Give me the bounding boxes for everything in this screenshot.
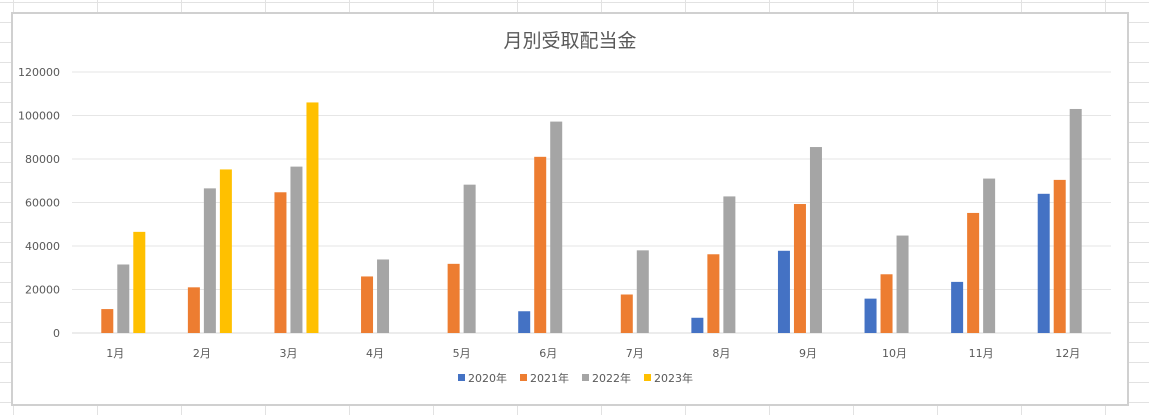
bar-2022年-10月[interactable] — [896, 235, 909, 333]
bar-2021年-5月[interactable] — [447, 263, 460, 333]
bar-2020年-11月[interactable] — [951, 281, 964, 333]
bar-2022年-7月[interactable] — [636, 250, 649, 333]
legend-swatch — [582, 374, 589, 381]
legend-label: 2023年 — [654, 371, 693, 385]
bar-2022年-8月[interactable] — [723, 196, 736, 333]
chart-title: 月別受取配当金 — [503, 30, 636, 52]
bar-2022年-5月[interactable] — [463, 184, 476, 333]
legend-swatch — [644, 374, 651, 381]
legend-label: 2021年 — [530, 371, 569, 385]
bar-2020年-9月[interactable] — [777, 250, 790, 333]
bar-2021年-6月[interactable] — [534, 156, 547, 333]
y-tick-label: 20000 — [25, 284, 60, 297]
bar-2022年-11月[interactable] — [983, 178, 996, 333]
bar-2021年-12月[interactable] — [1053, 179, 1066, 333]
bar-2020年-12月[interactable] — [1037, 193, 1050, 333]
bar-2022年-6月[interactable] — [550, 121, 563, 333]
x-tick-label: 1月 — [106, 347, 124, 360]
bar-2020年-10月[interactable] — [864, 298, 877, 333]
legend-swatch — [520, 374, 527, 381]
bar-2021年-4月[interactable] — [361, 276, 374, 333]
x-tick-label: 9月 — [799, 347, 817, 360]
bar-2022年-3月[interactable] — [290, 166, 303, 333]
x-tick-label: 2月 — [193, 347, 211, 360]
y-tick-label: 0 — [53, 327, 60, 340]
bar-2022年-9月[interactable] — [809, 147, 822, 333]
bar-2023年-2月[interactable] — [219, 169, 232, 333]
bar-2021年-7月[interactable] — [620, 294, 633, 333]
bar-2021年-10月[interactable] — [880, 274, 893, 333]
x-tick-label: 8月 — [712, 347, 730, 360]
y-tick-label: 60000 — [25, 197, 60, 210]
bar-2021年-8月[interactable] — [707, 254, 720, 333]
bar-2021年-2月[interactable] — [187, 287, 200, 333]
bar-2023年-3月[interactable] — [306, 102, 319, 333]
x-tick-label: 5月 — [453, 347, 471, 360]
legend-label: 2020年 — [468, 371, 507, 385]
x-tick-label: 7月 — [626, 347, 644, 360]
bar-2023年-1月[interactable] — [133, 231, 146, 333]
bar-2021年-9月[interactable] — [793, 204, 806, 333]
x-tick-label: 12月 — [1055, 347, 1080, 360]
bar-2021年-1月[interactable] — [101, 309, 114, 333]
y-tick-label: 80000 — [25, 153, 60, 166]
legend-swatch — [458, 374, 465, 381]
bar-2022年-1月[interactable] — [117, 264, 130, 333]
x-tick-label: 6月 — [539, 347, 557, 360]
bar-2022年-2月[interactable] — [203, 188, 216, 333]
bar-2022年-4月[interactable] — [377, 259, 390, 333]
x-tick-label: 11月 — [969, 347, 994, 360]
bar-2022年-12月[interactable] — [1069, 108, 1082, 333]
chart-container[interactable] — [11, 12, 1129, 406]
y-tick-label: 120000 — [18, 66, 60, 79]
bar-2021年-3月[interactable] — [274, 192, 287, 333]
bar-2021年-11月[interactable] — [967, 212, 980, 333]
y-tick-label: 100000 — [18, 110, 60, 123]
y-tick-label: 40000 — [25, 240, 60, 253]
bar-2020年-8月[interactable] — [691, 317, 704, 333]
x-tick-label: 4月 — [366, 347, 384, 360]
x-tick-label: 10月 — [882, 347, 907, 360]
legend-label: 2022年 — [592, 371, 631, 385]
bar-2020年-6月[interactable] — [518, 311, 531, 333]
x-tick-label: 3月 — [279, 347, 297, 360]
